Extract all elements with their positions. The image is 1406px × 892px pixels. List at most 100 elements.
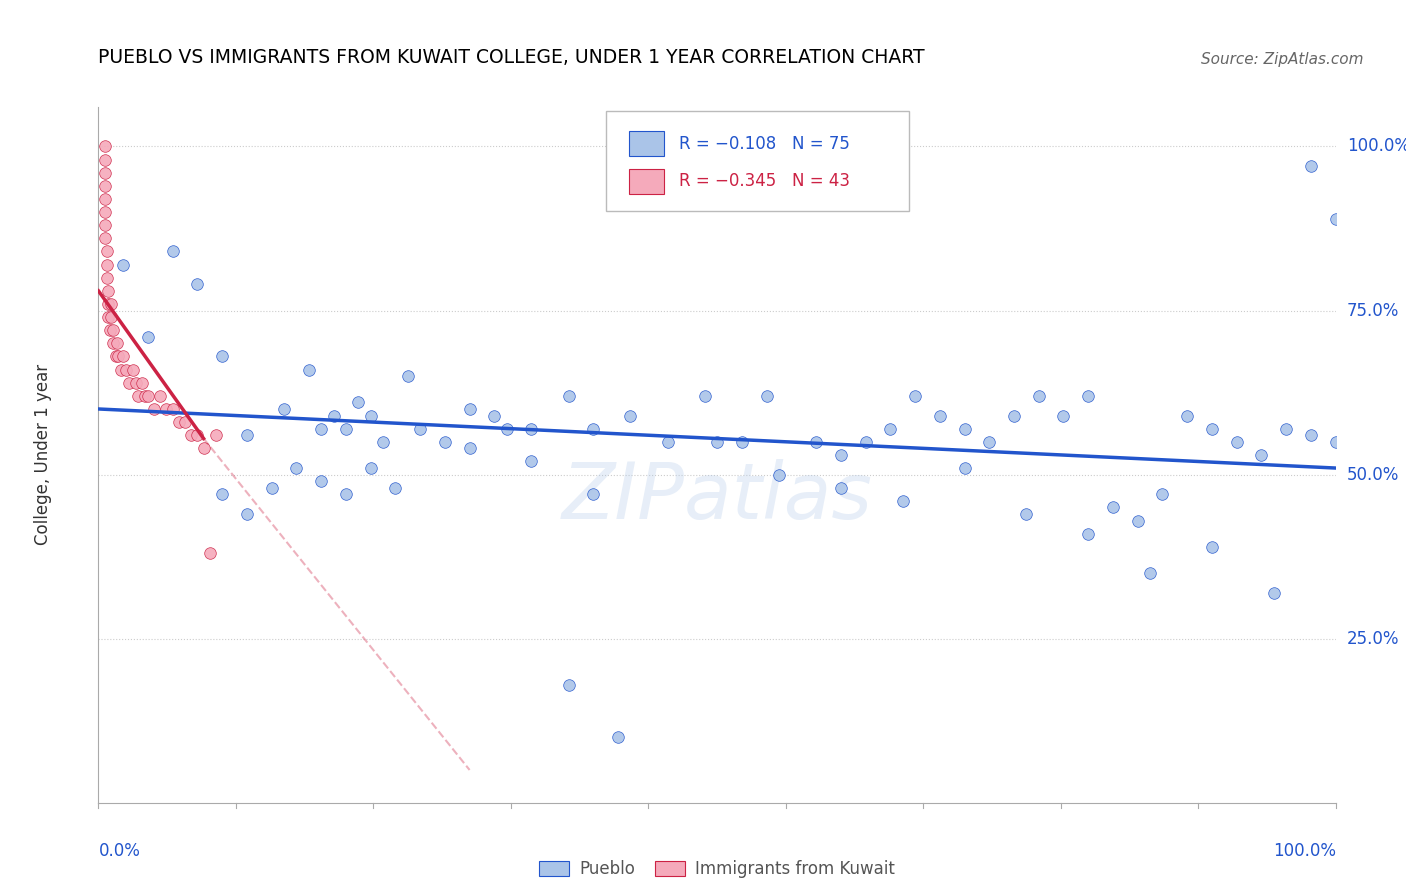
- Point: [112, 258, 135, 272]
- Point: [1324, 211, 1347, 226]
- Point: [97, 310, 120, 324]
- Point: [104, 350, 127, 364]
- Point: [657, 434, 679, 449]
- Point: [98, 323, 121, 337]
- Point: [273, 401, 295, 416]
- Point: [953, 422, 976, 436]
- Point: [100, 310, 122, 324]
- Point: [143, 401, 166, 416]
- Point: [335, 487, 357, 501]
- Point: [93, 139, 115, 153]
- Text: 100.0%: 100.0%: [1272, 842, 1336, 860]
- Point: [1201, 422, 1223, 436]
- Point: [458, 401, 481, 416]
- Point: [1299, 428, 1322, 442]
- Point: [93, 192, 115, 206]
- Point: [830, 481, 852, 495]
- Point: [1226, 434, 1249, 449]
- Point: [347, 395, 370, 409]
- Point: [1052, 409, 1074, 423]
- Point: [93, 178, 115, 193]
- Point: [162, 244, 184, 259]
- Point: [1175, 409, 1198, 423]
- Point: [1126, 514, 1149, 528]
- Point: [768, 467, 790, 482]
- Point: [904, 389, 927, 403]
- Point: [371, 434, 394, 449]
- Point: [107, 350, 129, 364]
- Text: R = −0.345   N = 43: R = −0.345 N = 43: [679, 172, 849, 191]
- Point: [96, 258, 118, 272]
- Point: [384, 481, 406, 495]
- Point: [198, 546, 221, 560]
- Text: 25.0%: 25.0%: [1347, 630, 1399, 648]
- Text: College, Under 1 year: College, Under 1 year: [34, 364, 52, 546]
- Point: [285, 461, 308, 475]
- Point: [134, 389, 156, 403]
- Point: [93, 218, 115, 232]
- Point: [298, 362, 321, 376]
- Point: [458, 442, 481, 456]
- Point: [409, 422, 432, 436]
- Point: [93, 153, 115, 167]
- Point: [1028, 389, 1050, 403]
- Text: R = −0.108   N = 75: R = −0.108 N = 75: [679, 135, 849, 153]
- Point: [360, 409, 382, 423]
- Point: [96, 244, 118, 259]
- Point: [211, 350, 233, 364]
- Point: [1139, 566, 1161, 580]
- Point: [100, 297, 122, 311]
- Point: [607, 730, 630, 744]
- Point: [122, 362, 145, 376]
- Point: [124, 376, 146, 390]
- Point: [693, 389, 716, 403]
- Point: [360, 461, 382, 475]
- Point: [1250, 448, 1272, 462]
- Point: [105, 336, 128, 351]
- FancyBboxPatch shape: [606, 111, 908, 211]
- Point: [619, 409, 641, 423]
- Point: [93, 205, 115, 219]
- Point: [1015, 507, 1038, 521]
- Point: [855, 434, 877, 449]
- Point: [309, 422, 332, 436]
- Point: [953, 461, 976, 475]
- Point: [149, 389, 172, 403]
- Point: [193, 442, 215, 456]
- Point: [731, 434, 754, 449]
- Point: [557, 678, 579, 692]
- Point: [1002, 409, 1025, 423]
- Point: [979, 434, 1001, 449]
- Point: [706, 434, 728, 449]
- Point: [167, 415, 190, 429]
- Point: [136, 330, 159, 344]
- Point: [1201, 540, 1223, 554]
- Point: [1299, 159, 1322, 173]
- Point: [495, 422, 517, 436]
- Point: [93, 231, 115, 245]
- Point: [396, 369, 419, 384]
- Point: [520, 422, 543, 436]
- Legend: Pueblo, Immigrants from Kuwait: Pueblo, Immigrants from Kuwait: [533, 854, 901, 885]
- Point: [557, 389, 579, 403]
- Point: [879, 422, 901, 436]
- Point: [103, 336, 125, 351]
- Text: PUEBLO VS IMMIGRANTS FROM KUWAIT COLLEGE, UNDER 1 YEAR CORRELATION CHART: PUEBLO VS IMMIGRANTS FROM KUWAIT COLLEGE…: [98, 48, 925, 67]
- Point: [96, 270, 118, 285]
- Text: 100.0%: 100.0%: [1347, 137, 1406, 155]
- Point: [1263, 586, 1285, 600]
- Point: [484, 409, 506, 423]
- Point: [112, 350, 135, 364]
- Point: [755, 389, 778, 403]
- Point: [236, 507, 259, 521]
- Text: ZIPatlas: ZIPatlas: [561, 458, 873, 534]
- Point: [127, 389, 149, 403]
- Point: [205, 428, 228, 442]
- Point: [1102, 500, 1125, 515]
- Point: [131, 376, 153, 390]
- Point: [155, 401, 177, 416]
- Text: 0.0%: 0.0%: [98, 842, 141, 860]
- Point: [103, 323, 125, 337]
- Point: [260, 481, 283, 495]
- Point: [180, 428, 202, 442]
